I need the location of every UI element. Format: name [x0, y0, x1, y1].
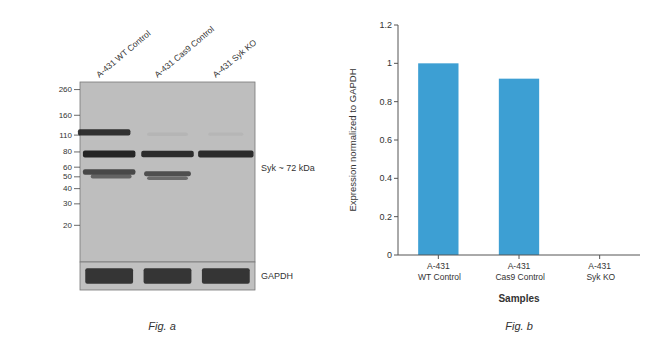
blot-band	[147, 132, 188, 136]
x-tick-label: A-431 Syk KO	[584, 261, 616, 282]
blot-membrane	[80, 82, 255, 262]
bar	[499, 79, 539, 255]
y-tick	[394, 216, 398, 217]
annotation: GAPDH	[261, 271, 293, 281]
gapdh-band	[85, 268, 133, 283]
y-tick-label: 0.4	[379, 173, 392, 183]
bar-panel: 00.20.40.60.811.2A-431 WT ControlA-431 C…	[347, 20, 640, 332]
marker-tick	[74, 167, 80, 168]
marker-tick	[74, 115, 80, 116]
y-tick-label: 0.2	[379, 212, 392, 222]
blot-band	[141, 151, 194, 157]
figure: 260160110806050403020A-431 WT ControlA-4…	[0, 0, 650, 350]
marker-tick	[74, 89, 80, 90]
y-axis-label: Expression normalized to GAPDH	[347, 68, 358, 211]
x-tick-label-part: A-431	[427, 261, 450, 271]
gapdh-membrane	[80, 262, 255, 290]
x-tick-label-part: Cas9 Control	[493, 272, 545, 282]
x-tick-label: A-431 Cas9 Control	[493, 261, 545, 282]
marker-label: 160	[59, 111, 73, 120]
blot-band	[144, 171, 191, 176]
blot-band	[198, 151, 253, 158]
marker-tick	[74, 176, 80, 177]
lane-label: A-431 Cas9 Control	[152, 24, 216, 80]
marker-label: 260	[59, 85, 73, 94]
panel-label: Fig. a	[148, 320, 176, 332]
marker-label: 110	[59, 131, 72, 140]
gapdh-band	[202, 268, 250, 283]
marker-tick	[74, 225, 80, 226]
y-tick	[394, 63, 398, 64]
marker-label: 40	[63, 184, 72, 193]
marker-label: 60	[63, 163, 72, 172]
x-tick	[599, 255, 600, 259]
blot-band	[83, 169, 135, 174]
marker-label: 20	[63, 221, 72, 230]
lane-label: A-431 Syk KO	[211, 37, 259, 80]
y-tick	[394, 178, 398, 179]
y-tick-label: 0.8	[379, 97, 392, 107]
marker-tick	[74, 203, 80, 204]
y-tick-label: 0	[387, 250, 392, 260]
marker-label: 50	[63, 172, 72, 181]
y-tick-label: 0.6	[379, 135, 392, 145]
bar	[418, 63, 458, 255]
blot-band	[83, 151, 135, 158]
y-tick-label: 1	[387, 58, 392, 68]
marker-label: 80	[63, 147, 72, 156]
blot-band	[78, 129, 130, 135]
blot-band	[91, 175, 132, 179]
x-tick-label-part: WT Control	[416, 272, 461, 282]
blot-band	[147, 177, 188, 181]
annotation: Syk ~ 72 kDa	[261, 163, 315, 173]
gapdh-band	[144, 268, 192, 283]
panel-label: Fig. b	[505, 320, 533, 332]
blot-panel: 260160110806050403020A-431 WT ControlA-4…	[59, 24, 315, 332]
x-tick-label-part: A-431	[508, 261, 531, 271]
x-tick-label: A-431 WT Control	[416, 261, 461, 282]
x-axis-label: Samples	[498, 293, 540, 304]
x-tick-label-part: A-431	[588, 261, 611, 271]
y-tick	[394, 140, 398, 141]
marker-tick	[74, 151, 80, 152]
bars	[418, 63, 539, 255]
y-tick	[394, 25, 398, 26]
y-tick	[394, 101, 398, 102]
lane-label: A-431 WT Control	[94, 28, 153, 79]
blot-band	[208, 133, 243, 136]
x-tick	[438, 255, 439, 259]
marker-tick	[74, 188, 80, 189]
y-tick-label: 1.2	[379, 20, 392, 30]
marker-label: 30	[63, 199, 72, 208]
x-tick	[519, 255, 520, 259]
y-tick	[394, 255, 398, 256]
x-tick-label-part: Syk KO	[584, 272, 616, 282]
